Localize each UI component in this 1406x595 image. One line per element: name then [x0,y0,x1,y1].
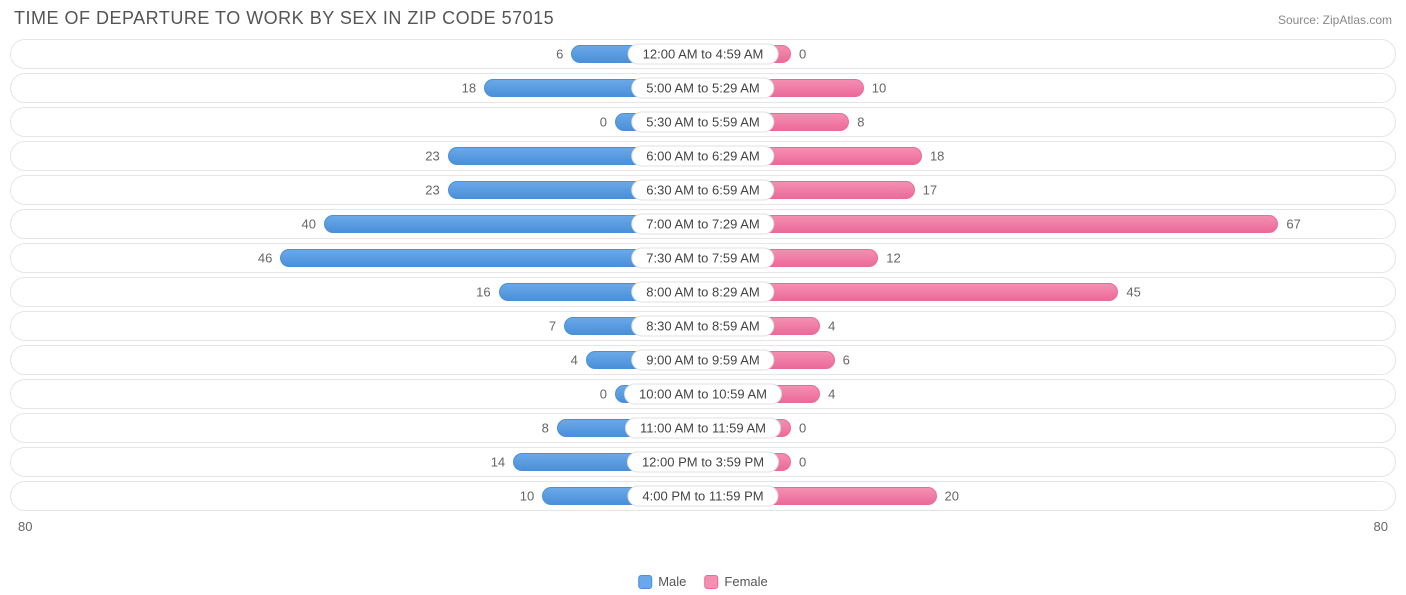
female-value: 17 [923,183,937,198]
row-label: 4:00 PM to 11:59 PM [627,486,778,507]
row-label: 5:30 AM to 5:59 AM [631,112,774,133]
row-label: 11:00 AM to 11:59 AM [625,418,781,439]
male-value: 0 [600,115,607,130]
male-value: 40 [302,217,316,232]
axis-row: 80 80 [10,515,1396,534]
chart-row: 7 4 8:30 AM to 8:59 AM [10,311,1396,341]
axis-right-label: 80 [1374,519,1388,534]
female-value: 6 [843,353,850,368]
chart-source: Source: ZipAtlas.com [1278,13,1392,27]
chart-row: 4 6 9:00 AM to 9:59 AM [10,345,1396,375]
female-value: 8 [857,115,864,130]
chart-row: 40 67 7:00 AM to 7:29 AM [10,209,1396,239]
chart-row: 0 4 10:00 AM to 10:59 AM [10,379,1396,409]
female-value: 4 [828,387,835,402]
male-value: 23 [425,149,439,164]
chart-row: 10 20 4:00 PM to 11:59 PM [10,481,1396,511]
legend-female: Female [704,574,767,589]
row-label: 6:30 AM to 6:59 AM [631,180,774,201]
row-label: 10:00 AM to 10:59 AM [624,384,782,405]
male-value: 4 [571,353,578,368]
female-value: 45 [1126,285,1140,300]
male-swatch-icon [638,575,652,589]
male-value: 7 [549,319,556,334]
chart-row: 18 10 5:00 AM to 5:29 AM [10,73,1396,103]
row-label: 7:30 AM to 7:59 AM [631,248,774,269]
chart-title: TIME OF DEPARTURE TO WORK BY SEX IN ZIP … [14,8,554,29]
male-value: 16 [476,285,490,300]
row-label: 8:00 AM to 8:29 AM [631,282,774,303]
female-value: 20 [945,489,959,504]
female-value: 0 [799,47,806,62]
row-label: 7:00 AM to 7:29 AM [631,214,774,235]
male-value: 8 [542,421,549,436]
chart-area: 6 0 12:00 AM to 4:59 AM 18 10 5:00 AM to 5:29… [10,39,1396,511]
legend-female-label: Female [724,574,767,589]
male-value: 18 [462,81,476,96]
row-label: 12:00 AM to 4:59 AM [628,44,779,65]
chart-row: 23 18 6:00 AM to 6:29 AM [10,141,1396,171]
chart-row: 16 45 8:00 AM to 8:29 AM [10,277,1396,307]
male-value: 10 [520,489,534,504]
female-value: 12 [886,251,900,266]
axis-left-label: 80 [18,519,32,534]
chart-row: 14 0 12:00 PM to 3:59 PM [10,447,1396,477]
male-value: 23 [425,183,439,198]
row-label: 9:00 AM to 9:59 AM [631,350,774,371]
chart-row: 0 8 5:30 AM to 5:59 AM [10,107,1396,137]
male-value: 46 [258,251,272,266]
chart-row: 6 0 12:00 AM to 4:59 AM [10,39,1396,69]
chart-header: TIME OF DEPARTURE TO WORK BY SEX IN ZIP … [10,8,1396,29]
female-value: 0 [799,421,806,436]
male-value: 14 [491,455,505,470]
row-label: 6:00 AM to 6:29 AM [631,146,774,167]
male-value: 0 [600,387,607,402]
row-label: 12:00 PM to 3:59 PM [627,452,779,473]
female-value: 10 [872,81,886,96]
female-value: 67 [1286,217,1300,232]
row-label: 8:30 AM to 8:59 AM [631,316,774,337]
female-bar [703,215,1278,233]
female-value: 4 [828,319,835,334]
female-value: 18 [930,149,944,164]
row-label: 5:00 AM to 5:29 AM [631,78,774,99]
chart-row: 46 12 7:30 AM to 7:59 AM [10,243,1396,273]
male-value: 6 [556,47,563,62]
chart-row: 8 0 11:00 AM to 11:59 AM [10,413,1396,443]
legend-male-label: Male [658,574,686,589]
female-swatch-icon [704,575,718,589]
legend: Male Female [638,574,768,589]
chart-row: 23 17 6:30 AM to 6:59 AM [10,175,1396,205]
legend-male: Male [638,574,686,589]
female-value: 0 [799,455,806,470]
